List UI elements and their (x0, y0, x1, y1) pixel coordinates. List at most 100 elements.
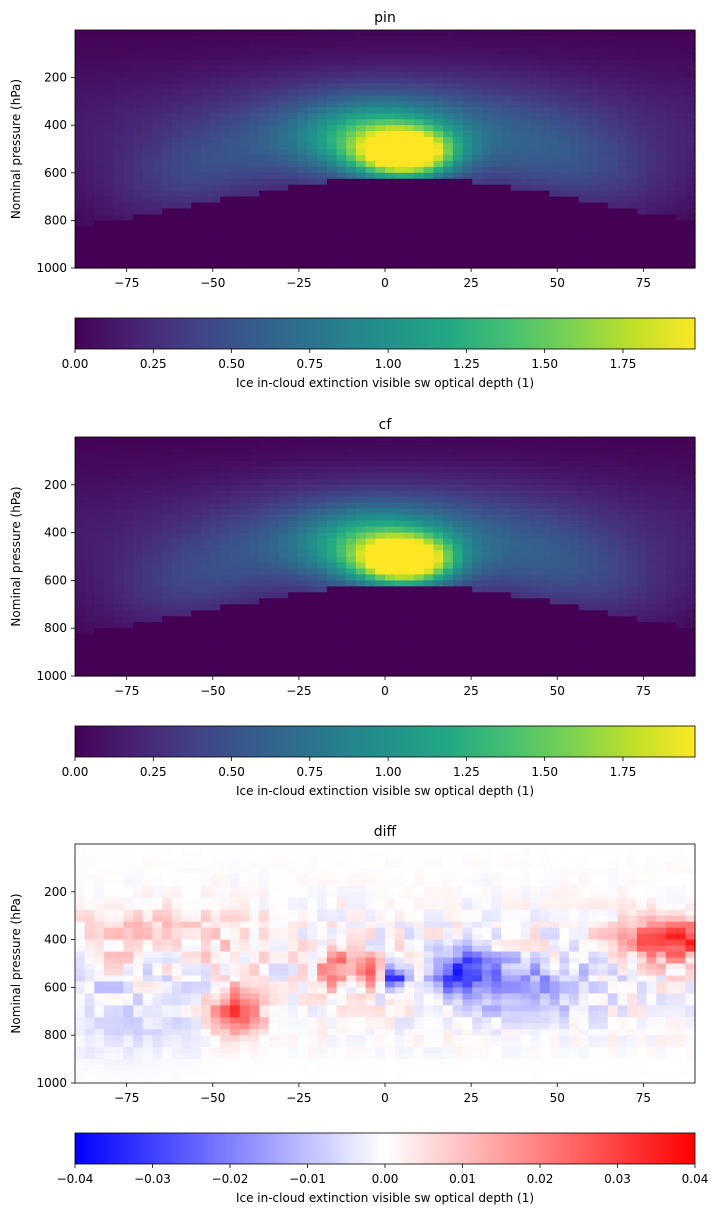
heatmap-cell (230, 101, 240, 108)
heatmap-cell (530, 244, 540, 251)
heatmap-cell (153, 48, 163, 55)
heatmap-cell (598, 48, 608, 55)
heatmap-cell (395, 54, 405, 61)
heatmap-cell (375, 209, 385, 216)
heatmap-cell (540, 95, 550, 102)
heatmap-cell (424, 256, 434, 263)
heatmap-cell (492, 78, 502, 85)
heatmap-cell (501, 634, 511, 641)
heatmap-cell (269, 60, 279, 67)
heatmap-cell (637, 78, 647, 85)
heatmap-cell (114, 244, 124, 251)
heatmap-cell (492, 209, 502, 216)
heatmap-cell (182, 36, 192, 43)
heatmap-cell (472, 658, 482, 665)
heatmap-cell (75, 592, 85, 599)
heatmap-cell (182, 491, 192, 498)
heatmap-cell (133, 179, 143, 186)
heatmap-cell (230, 557, 240, 564)
heatmap-cell (220, 191, 230, 198)
heatmap-cell (201, 616, 211, 623)
heatmap-cell (153, 137, 163, 144)
heatmap-cell (211, 143, 221, 150)
heatmap-cell (104, 443, 114, 450)
heatmap-cell (298, 461, 308, 468)
heatmap-cell (443, 658, 453, 665)
heatmap-cell (414, 54, 424, 61)
heatmap-cell (424, 250, 434, 257)
heatmap-cell (404, 226, 414, 233)
heatmap-cell (104, 244, 114, 251)
heatmap-cell (501, 95, 511, 102)
heatmap-cell (191, 256, 201, 263)
heatmap-cell (608, 244, 618, 251)
heatmap-cell (414, 167, 424, 174)
heatmap-cell (501, 60, 511, 67)
heatmap-cell (133, 580, 143, 587)
heatmap-cell (133, 539, 143, 546)
heatmap-cell (94, 533, 104, 540)
heatmap-cell (511, 203, 521, 210)
heatmap-cell (676, 232, 686, 239)
heatmap-cell (123, 220, 133, 227)
heatmap-cell (414, 185, 424, 192)
heatmap-cell (463, 604, 473, 611)
heatmap-cell (676, 101, 686, 108)
heatmap-cell (521, 562, 531, 569)
heatmap-cell (94, 84, 104, 91)
heatmap-cell (598, 185, 608, 192)
heatmap-cell (278, 437, 288, 444)
heatmap-cell (385, 437, 395, 444)
heatmap-cell (346, 616, 356, 623)
heatmap-cell (511, 521, 521, 528)
heatmap-cell (472, 598, 482, 605)
heatmap-cell (550, 545, 560, 552)
heatmap-cell (404, 539, 414, 546)
heatmap-cell (463, 113, 473, 120)
heatmap-cell (240, 256, 250, 263)
heatmap-cell (482, 610, 492, 617)
heatmap-cell (269, 557, 279, 564)
heatmap-cell (182, 479, 192, 486)
heatmap-cell (346, 173, 356, 180)
heatmap-cell (249, 244, 259, 251)
heatmap-cell (608, 203, 618, 210)
heatmap-cell (637, 173, 647, 180)
heatmap-cell (153, 473, 163, 480)
heatmap-cell (685, 60, 695, 67)
heatmap-cell (511, 610, 521, 617)
heatmap-cell (75, 527, 85, 534)
heatmap-cell (366, 479, 376, 486)
heatmap-cell (463, 238, 473, 245)
heatmap-cell (463, 214, 473, 221)
heatmap-cell (608, 72, 618, 79)
heatmap-cell (366, 214, 376, 221)
heatmap-cell (685, 95, 695, 102)
heatmap-cell (433, 658, 443, 665)
heatmap-cell (114, 161, 124, 168)
heatmap-cell (220, 634, 230, 641)
heatmap-cell (123, 652, 133, 659)
heatmap-cell (211, 586, 221, 593)
heatmap-cell (201, 125, 211, 132)
heatmap-cell (685, 256, 695, 263)
heatmap-cell (249, 30, 259, 37)
heatmap-cell (337, 622, 347, 629)
heatmap-cell (540, 634, 550, 641)
heatmap-cell (85, 539, 95, 546)
heatmap-cell (337, 72, 347, 79)
heatmap-cell (375, 119, 385, 126)
heatmap-cell (75, 185, 85, 192)
heatmap-cell (424, 616, 434, 623)
heatmap-cell (618, 461, 628, 468)
heatmap-cell (278, 250, 288, 257)
heatmap-cell (133, 107, 143, 114)
heatmap-cell (327, 616, 337, 623)
heatmap-cell (530, 497, 540, 504)
heatmap-cell (298, 509, 308, 516)
heatmap-cell (308, 509, 318, 516)
heatmap-cell (385, 604, 395, 611)
heatmap-cell (85, 616, 95, 623)
heatmap-cell (618, 539, 628, 546)
heatmap-cell (259, 628, 269, 635)
